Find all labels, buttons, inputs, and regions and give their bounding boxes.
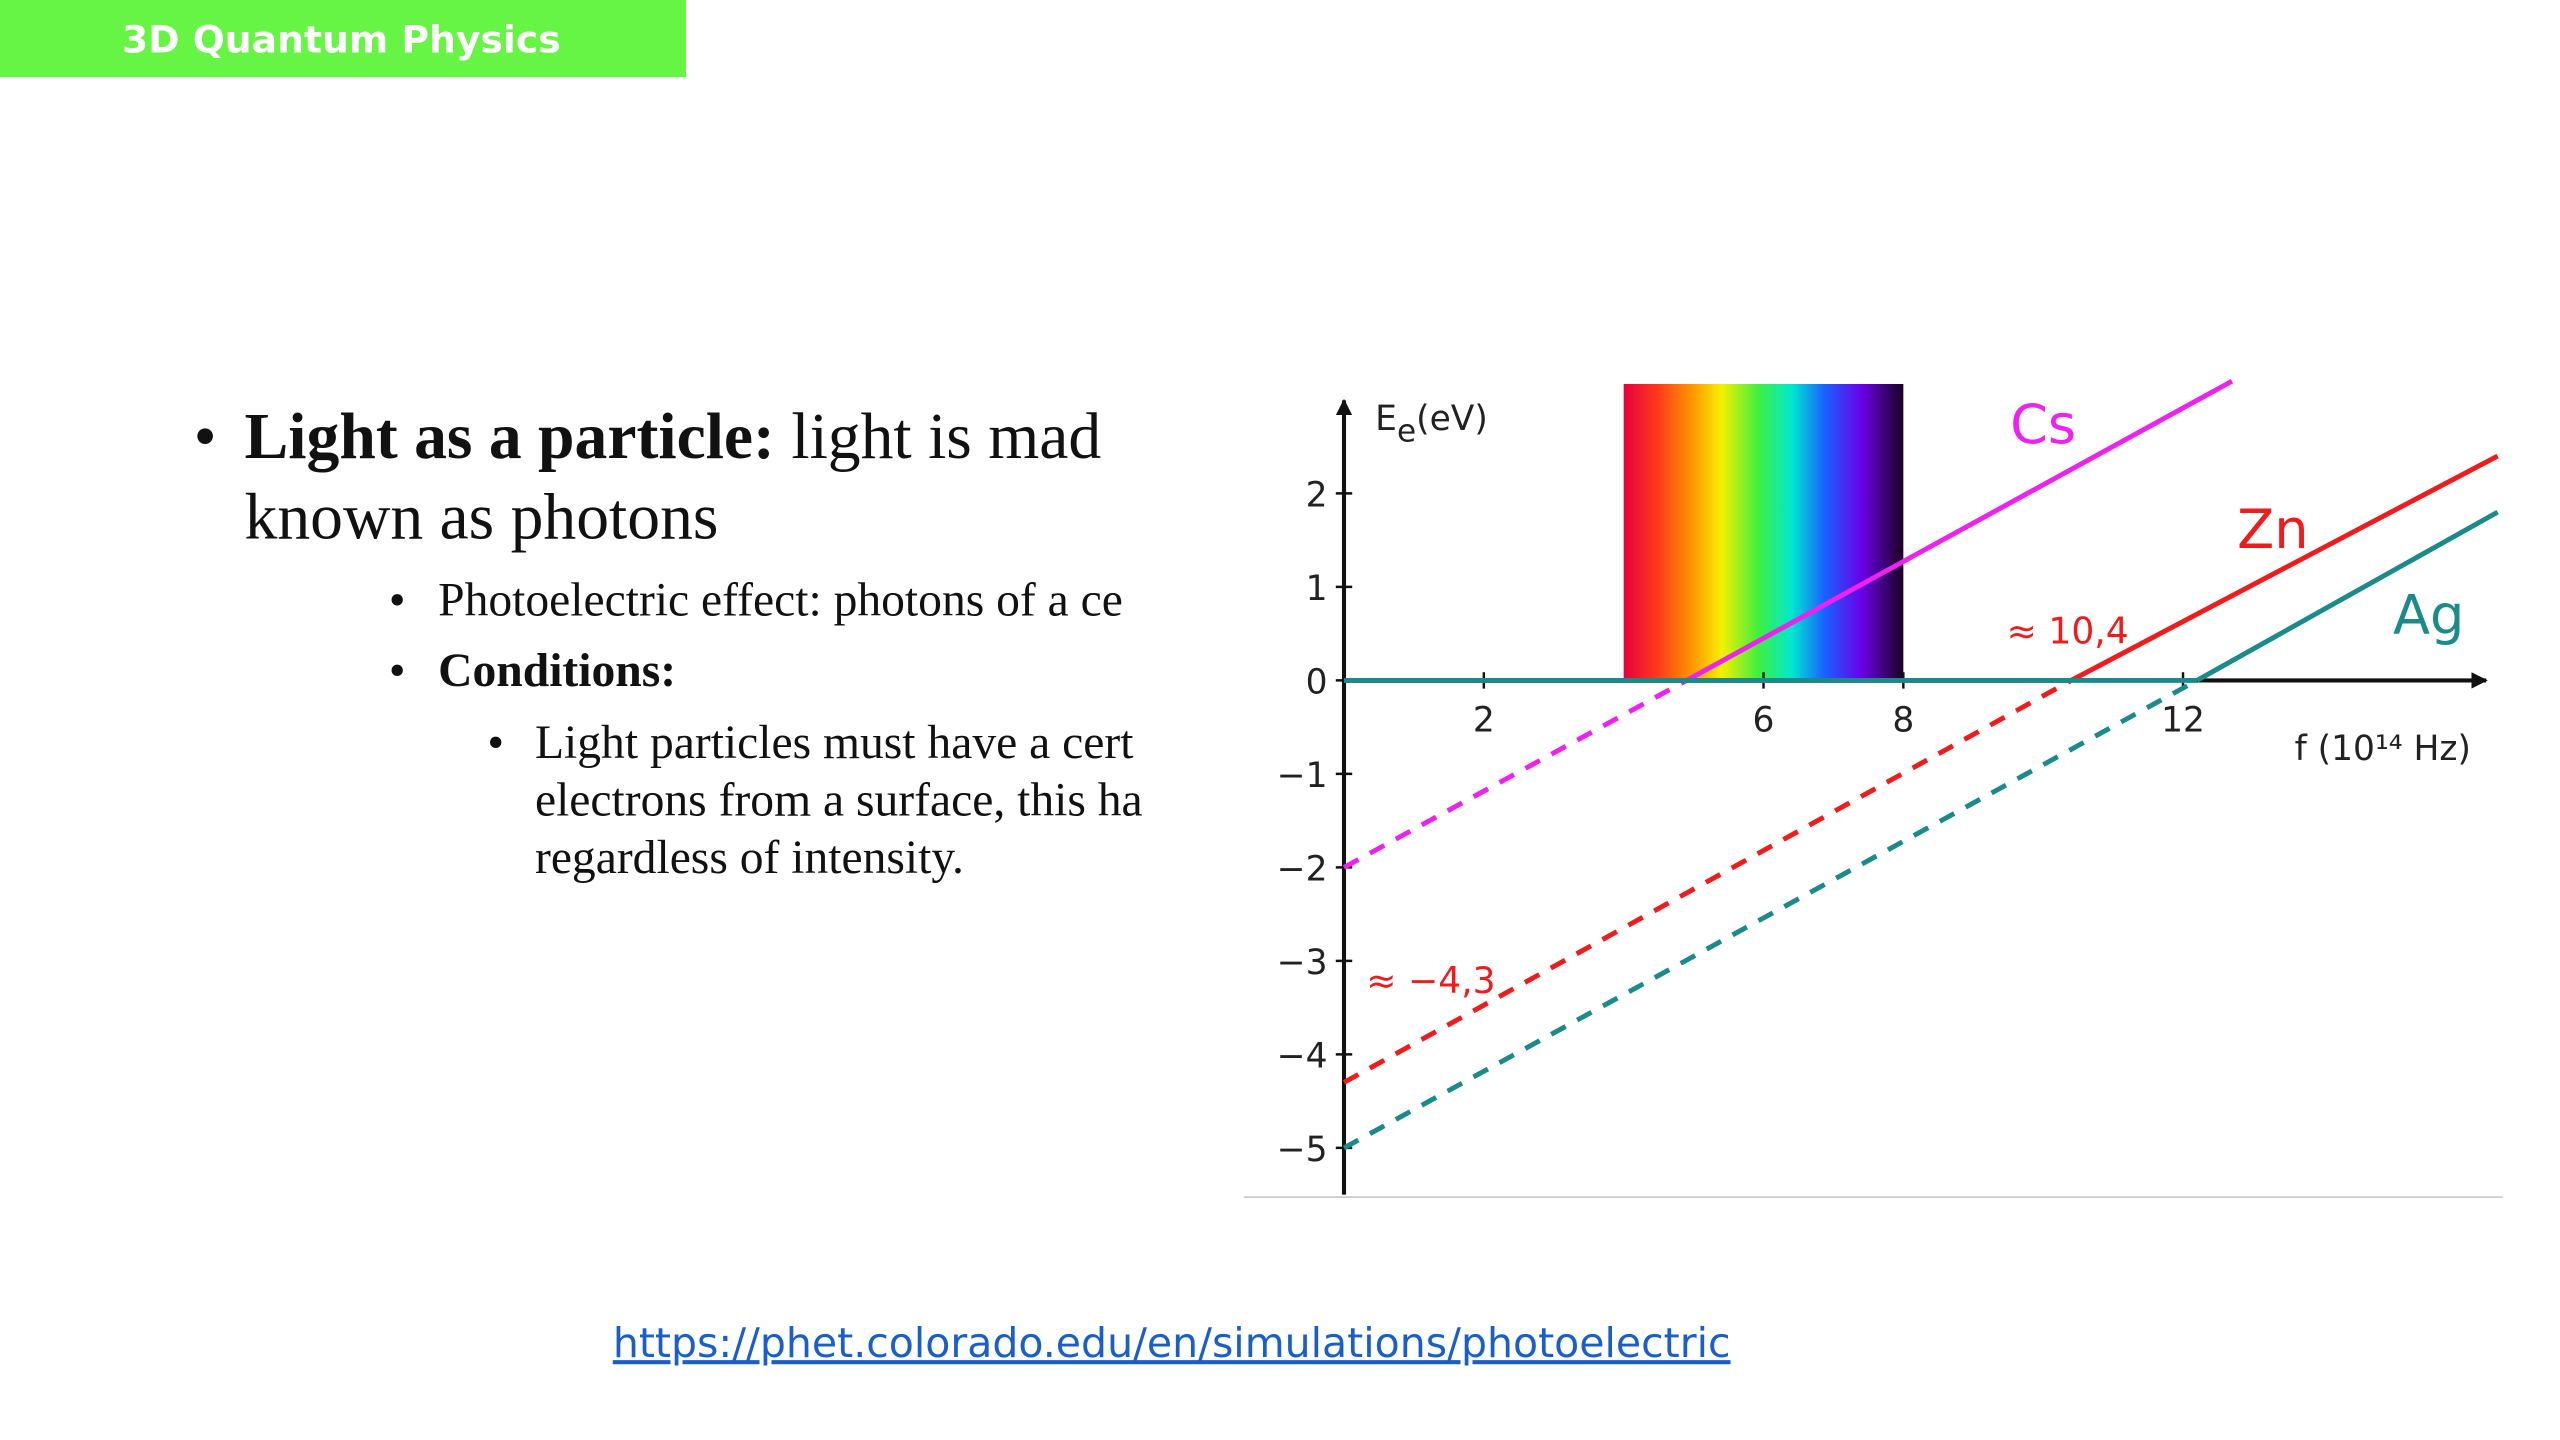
series-label: Ag	[2393, 583, 2464, 646]
bullet-text: Light as a particle: light is mad	[245, 401, 1102, 473]
x-tick-label: 2	[1473, 700, 1495, 740]
x-tick-label: 12	[2161, 700, 2205, 740]
data-line	[2069, 453, 2499, 683]
y-axis-label: Ee(eV)	[1375, 399, 1488, 449]
bullet-dot: •	[389, 574, 406, 626]
bullet-bold: Light as a particle:	[245, 401, 775, 473]
bullet-rest: light is mad	[791, 401, 1101, 473]
y-tick-label: 0	[1306, 663, 1328, 703]
extrapolated-line	[1342, 678, 2199, 1151]
extrapolated-line	[1342, 678, 1688, 870]
sub-sub-bullet: regardless of intensity.	[535, 832, 964, 884]
data-line	[1685, 379, 2234, 683]
sub-sub-bullet: Light particles must have a cert	[535, 717, 1133, 769]
bullet-dot: •	[487, 717, 504, 769]
data-line	[2195, 509, 2499, 683]
series-label: Cs	[2010, 393, 2076, 456]
y-label-sub: e	[1397, 413, 1416, 449]
y-tick-label: −2	[1277, 850, 1328, 890]
y-tick-label: −5	[1277, 1130, 1328, 1170]
x-tick-label: 8	[1892, 700, 1914, 740]
sub-bullet: Conditions:	[438, 645, 676, 697]
link[interactable]: https://phet.colorado.edu/en/simulations…	[613, 1319, 1731, 1367]
y-label-main: E	[1375, 399, 1397, 439]
header-title: 3D Quantum Physics	[122, 18, 561, 62]
y-label-unit: (eV)	[1416, 399, 1488, 439]
x-tick-label: 6	[1753, 700, 1775, 740]
bullet-line: known as photons	[245, 481, 719, 553]
visible-band	[1623, 384, 1904, 681]
y-tick-label: −3	[1277, 943, 1328, 983]
y-tick-label: −4	[1277, 1037, 1328, 1077]
bullet-dot: •	[194, 401, 217, 473]
y-tick-label: −1	[1277, 756, 1328, 796]
annotation: ≈ −4,3	[1366, 959, 1495, 1002]
sub-bullet: Photoelectric effect: photons of a ce	[438, 574, 1123, 626]
annotation: ≈ 10,4	[2007, 609, 2129, 652]
y-tick-label: 2	[1306, 476, 1328, 516]
bullet-dot: •	[389, 645, 406, 697]
header-bar	[0, 0, 686, 78]
extrapolated-line	[1342, 678, 2073, 1085]
series-label: Zn	[2237, 498, 2308, 561]
x-axis-label: f (10¹⁴ Hz)	[2295, 729, 2471, 769]
sub-sub-bullet: electrons from a surface, this ha	[535, 775, 1143, 827]
y-tick-label: 1	[1306, 569, 1328, 609]
